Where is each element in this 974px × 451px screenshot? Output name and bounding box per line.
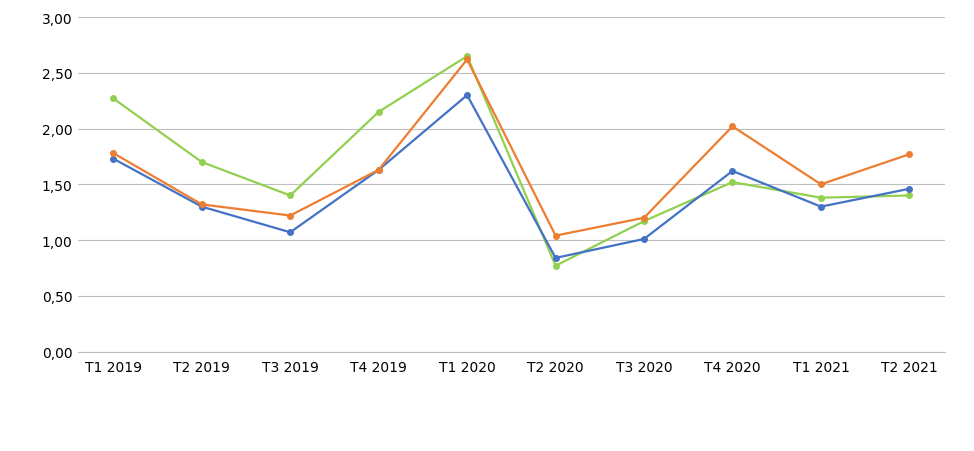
pas de télétravail [549,233,561,239]
télétravail systématique [815,196,827,201]
pas de télétravail [727,124,738,130]
pas de télétravail [904,152,916,157]
télétravail systématique [638,219,650,224]
Line: pas de télétravail: pas de télétravail [110,58,913,239]
pas de télétravail [284,213,296,219]
Line: télétravail variable: télétravail variable [110,93,913,261]
télétravail variable [373,168,385,173]
télétravail variable [196,204,207,210]
pas de télétravail [815,182,827,188]
Line: télétravail systématique: télétravail systématique [110,54,913,269]
télétravail systématique [549,263,561,269]
télétravail variable [284,230,296,235]
télétravail systématique [904,193,916,199]
télétravail systématique [284,193,296,199]
télétravail systématique [373,110,385,115]
télétravail variable [727,169,738,174]
télétravail variable [638,237,650,242]
télétravail systématique [727,180,738,185]
télétravail systématique [196,160,207,166]
pas de télétravail [462,58,473,63]
pas de télétravail [373,168,385,173]
télétravail variable [549,256,561,261]
télétravail systématique [107,97,119,102]
télétravail variable [904,187,916,192]
télétravail systématique [462,54,473,60]
télétravail variable [462,93,473,99]
télétravail variable [107,156,119,162]
télétravail variable [815,204,827,210]
pas de télétravail [196,202,207,207]
pas de télétravail [638,216,650,221]
pas de télétravail [107,151,119,156]
